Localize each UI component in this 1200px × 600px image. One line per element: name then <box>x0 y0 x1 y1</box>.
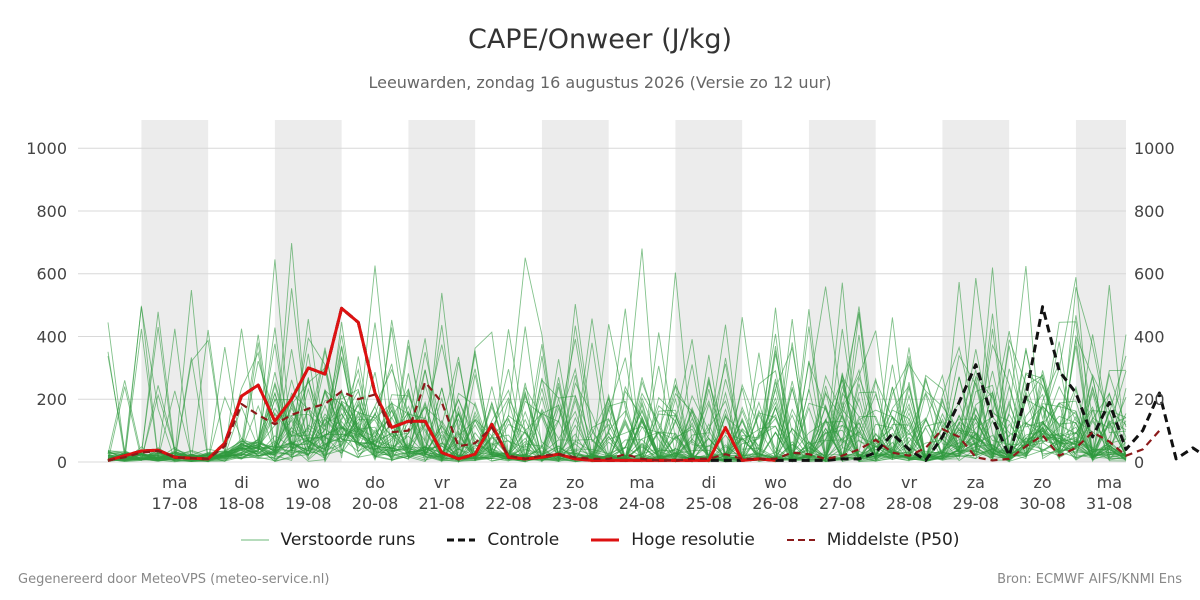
x-tick-day: zo <box>1033 473 1051 492</box>
ensemble-member-line <box>107 272 1127 462</box>
x-tick-day: zo <box>566 473 584 492</box>
x-tick-day: di <box>701 473 716 492</box>
x-tick-date: 24-08 <box>619 494 666 513</box>
legend-swatch-median <box>786 539 815 541</box>
y-tick-label-left: 400 <box>36 327 67 346</box>
legend-swatch-hires <box>591 538 620 542</box>
x-tick-date: 21-08 <box>419 494 466 513</box>
legend-label-control: Controle <box>487 530 560 550</box>
legend-label-hires: Hoge resolutie <box>631 530 755 550</box>
ensemble-member-line <box>107 355 1127 462</box>
x-tick-day: vr <box>434 473 450 492</box>
legend-item-ensemble: Verstoorde runs <box>240 530 416 550</box>
x-tick-day: ma <box>162 473 187 492</box>
ensemble-lines <box>107 243 1127 464</box>
y-tick-label-left: 600 <box>36 265 67 284</box>
x-tick-date: 20-08 <box>352 494 399 513</box>
y-tick-label-right: 800 <box>1134 202 1165 221</box>
chart-subtitle: Leeuwarden, zondag 16 augustus 2026 (Ver… <box>368 73 832 92</box>
x-tick-day: ma <box>629 473 654 492</box>
y-tick-label-left: 0 <box>57 453 67 472</box>
legend-swatch-control <box>447 538 476 542</box>
grid-lines <box>78 147 1126 463</box>
series-line-controle <box>107 305 1200 462</box>
x-tick-date: 22-08 <box>485 494 532 513</box>
legend-label-median: Middelste (P50) <box>826 530 960 550</box>
legend: Verstoorde runs Controle Hoge resolutie … <box>0 530 1200 550</box>
x-tick-date: 27-08 <box>819 494 866 513</box>
axis-labels: 0 0 200 200 400 400 600 600 800 800 1000 1000 ma 17-0… <box>26 139 1174 513</box>
x-tick-date: 18-08 <box>218 494 265 513</box>
x-tick-date: 29-08 <box>953 494 1000 513</box>
x-tick-date: 31-08 <box>1086 494 1133 513</box>
y-tick-label-right: 200 <box>1134 390 1165 409</box>
x-tick-day: vr <box>901 473 917 492</box>
legend-item-hires: Hoge resolutie <box>591 530 755 550</box>
legend-label-ensemble: Verstoorde runs <box>280 530 416 550</box>
x-tick-day: za <box>967 473 985 492</box>
x-tick-day: ma <box>1097 473 1122 492</box>
legend-item-median: Middelste (P50) <box>786 530 960 550</box>
x-tick-date: 23-08 <box>552 494 599 513</box>
x-tick-day: do <box>365 473 385 492</box>
x-tick-date: 30-08 <box>1019 494 1066 513</box>
legend-swatch-ensemble <box>240 539 269 541</box>
legend-item-control: Controle <box>447 530 559 550</box>
shaded-day-band <box>675 120 743 462</box>
series-line-middelste-p50- <box>107 380 1161 462</box>
footer-source: Bron: ECMWF AIFS/KNMI Ens <box>997 572 1182 587</box>
x-tick-date: 28-08 <box>886 494 933 513</box>
x-tick-date: 19-08 <box>285 494 332 513</box>
x-tick-date: 26-08 <box>752 494 799 513</box>
footer-credit: Gegenereerd door MeteoVPS (meteo-service… <box>18 572 330 587</box>
x-tick-day: di <box>234 473 249 492</box>
ensemble-member-line <box>107 328 1127 462</box>
y-tick-label-right: 0 <box>1134 453 1144 472</box>
y-tick-label-right: 400 <box>1134 327 1165 346</box>
y-tick-label-left: 800 <box>36 202 67 221</box>
y-tick-label-left: 1000 <box>26 139 67 158</box>
y-tick-label-right: 600 <box>1134 265 1165 284</box>
shaded-day-band <box>808 120 876 462</box>
y-tick-label-left: 200 <box>36 390 67 409</box>
ensemble-member-line <box>107 353 1127 463</box>
ensemble-member-line <box>107 326 1127 463</box>
x-tick-day: za <box>499 473 517 492</box>
x-tick-day: wo <box>764 473 787 492</box>
x-tick-date: 25-08 <box>686 494 733 513</box>
x-tick-day: do <box>832 473 852 492</box>
ensemble-member-line <box>107 318 1127 462</box>
main-series <box>107 305 1200 462</box>
chart-title: CAPE/Onweer (J/kg) <box>467 24 732 55</box>
ensemble-member-line <box>107 373 1127 463</box>
x-tick-day: wo <box>297 473 320 492</box>
x-tick-date: 17-08 <box>152 494 199 513</box>
y-tick-label-right: 1000 <box>1134 139 1175 158</box>
